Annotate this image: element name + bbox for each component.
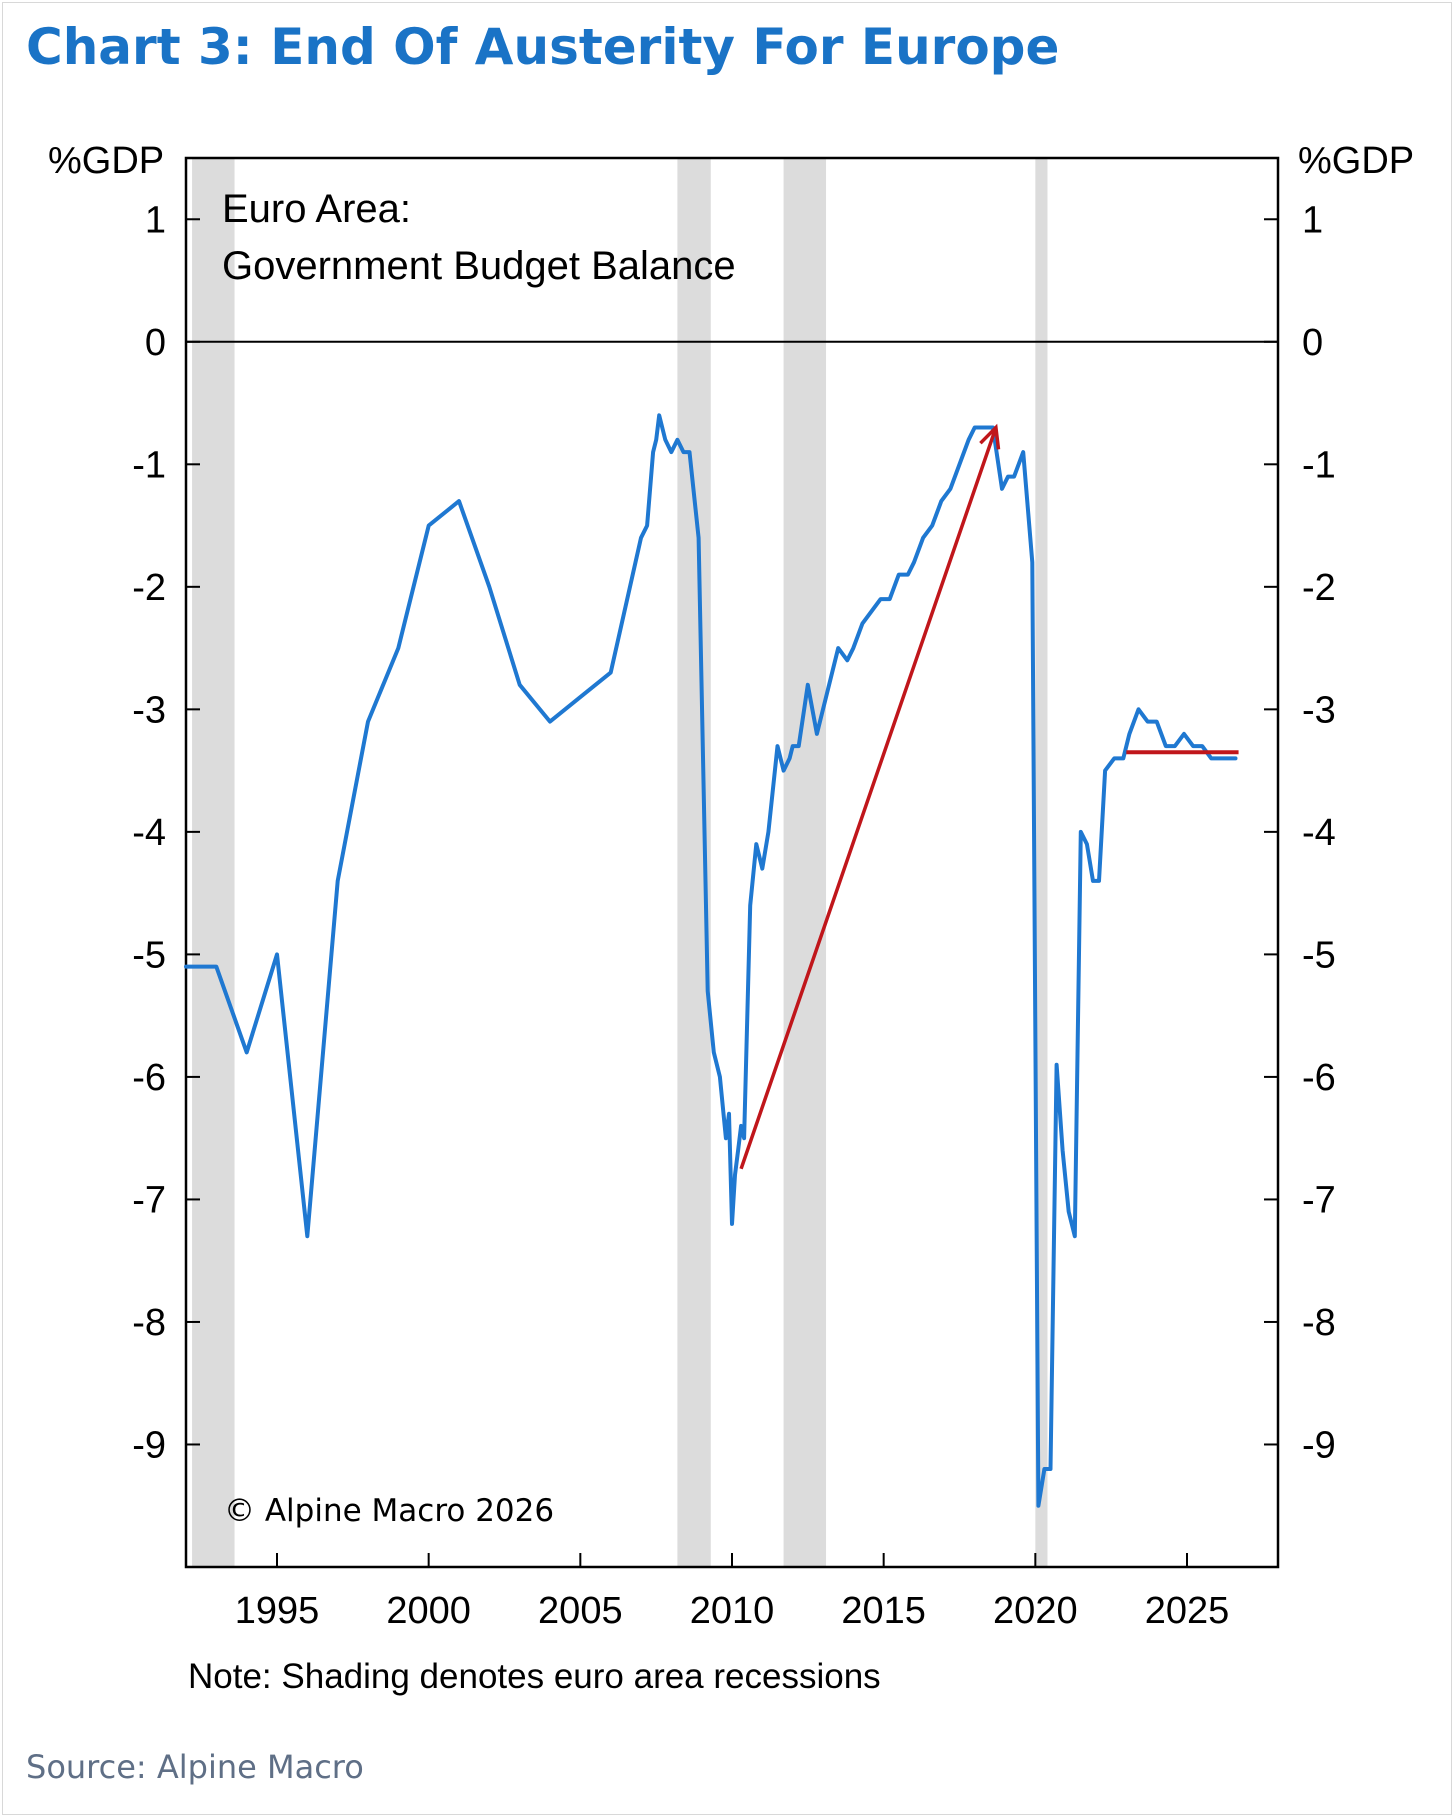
y-tick-label-left: -5: [132, 934, 166, 976]
y-tick-label-left: -6: [132, 1057, 166, 1099]
y-tick-label-right: -3: [1302, 689, 1336, 731]
y-tick-label-left: 1: [145, 199, 166, 241]
y-tick-label-right: -2: [1302, 567, 1336, 609]
y-tick-label-right: -9: [1302, 1424, 1336, 1466]
y-tick-label-left: -2: [132, 567, 166, 609]
y-axis-unit-left: %GDP: [48, 140, 164, 182]
annotation-line-1: Euro Area:: [222, 187, 411, 231]
x-tick-label: 2015: [841, 1590, 926, 1632]
trend-arrow-line: [739, 426, 998, 1170]
annotation-line-2: Government Budget Balance: [222, 244, 736, 288]
x-tick-label: 2000: [386, 1590, 471, 1632]
y-tick-label-right: -4: [1302, 812, 1336, 854]
copyright-label: © Alpine Macro 2026: [224, 1493, 554, 1529]
y-tick-label-left: 0: [145, 322, 166, 364]
y-tick-label-left: -7: [132, 1179, 166, 1221]
y-tick-label-left: -8: [132, 1302, 166, 1344]
budget-balance-line: [184, 413, 1238, 1508]
x-tick-label: 2005: [538, 1590, 623, 1632]
y-tick-label-left: -9: [132, 1424, 166, 1466]
axis-ticks-group: 1 1 0 0 -1 -1 -2 -2 -3 -3 -4 -4 -5 -5 -6 -6 -7 -7 -8 -8 -9 -9…: [132, 199, 1336, 1632]
y-tick-label-right: 0: [1302, 322, 1323, 364]
trend-arrow-head: [979, 423, 1001, 450]
source-label: Source: Alpine Macro: [26, 1748, 364, 1786]
y-tick-label-right: 1: [1302, 199, 1323, 241]
arrow-group: [739, 423, 1239, 1170]
chart-title: Chart 3: End Of Austerity For Europe: [26, 18, 1060, 76]
y-tick-label-left: -3: [132, 689, 166, 731]
x-tick-label: 1995: [235, 1590, 320, 1632]
chart-note: Note: Shading denotes euro area recessio…: [188, 1657, 881, 1696]
recession-band: [192, 158, 235, 1567]
recession-band: [783, 158, 827, 1567]
y-tick-label-left: -1: [132, 444, 166, 486]
y-tick-label-right: -1: [1302, 444, 1336, 486]
plot-border: [184, 156, 1280, 1569]
y-tick-label-left: -4: [132, 812, 166, 854]
x-tick-label: 2010: [690, 1590, 775, 1632]
x-tick-label: 2025: [1145, 1590, 1230, 1632]
x-tick-label: 2020: [993, 1590, 1078, 1632]
y-tick-label-right: -8: [1302, 1302, 1336, 1344]
y-tick-label-right: -7: [1302, 1179, 1336, 1221]
y-axis-unit-right: %GDP: [1298, 140, 1414, 182]
recession-shading-group: [192, 158, 1048, 1567]
y-tick-label-right: -6: [1302, 1057, 1336, 1099]
series-group: [184, 413, 1238, 1508]
y-tick-label-right: -5: [1302, 934, 1336, 976]
